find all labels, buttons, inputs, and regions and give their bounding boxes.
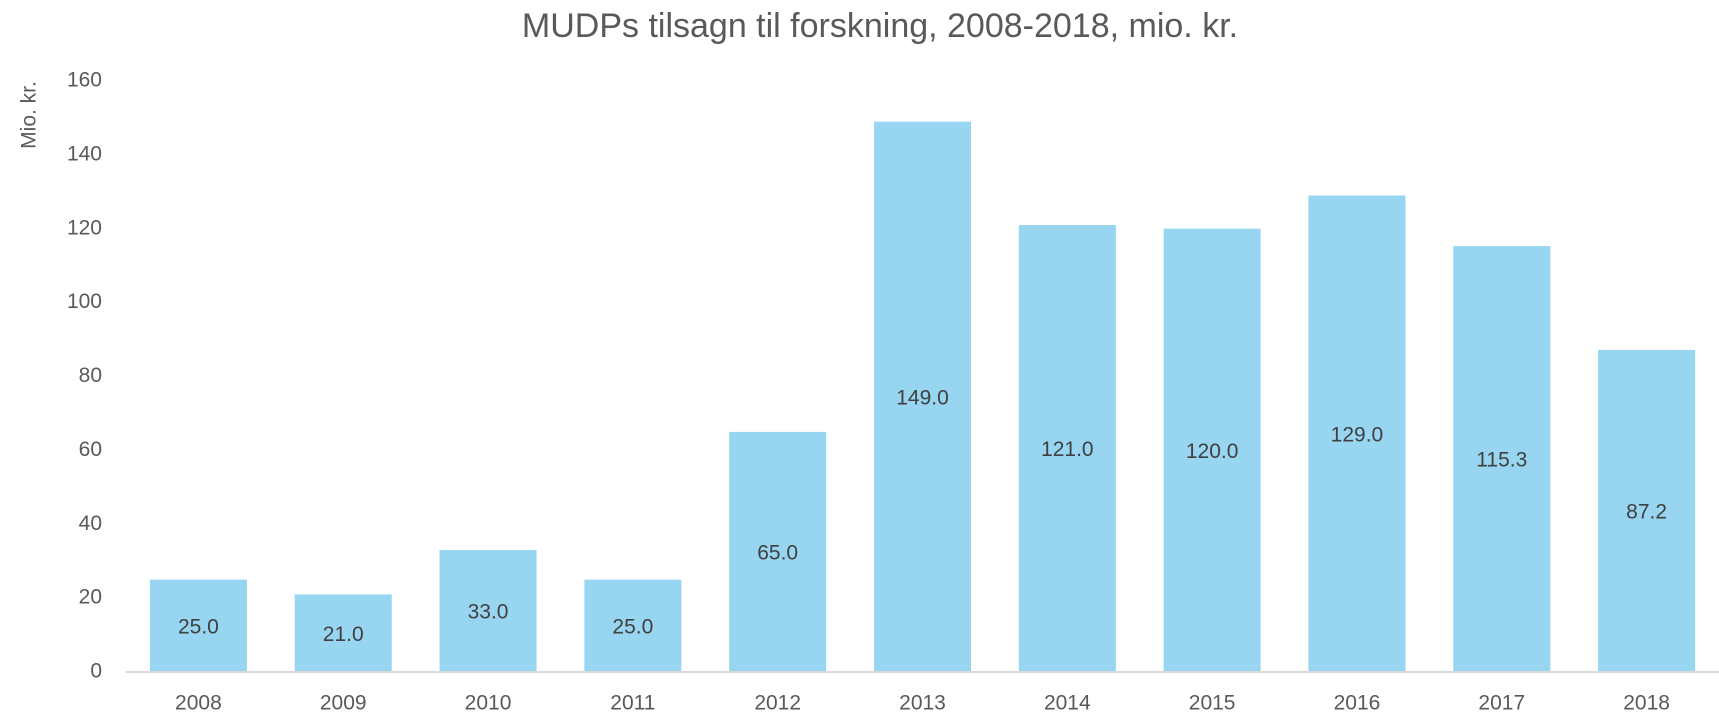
data-label: 121.0	[1041, 438, 1094, 461]
x-tick-label: 2016	[1334, 692, 1381, 715]
bar	[1163, 228, 1261, 672]
y-tick-label: 140	[67, 142, 102, 165]
y-tick-label: 20	[79, 586, 102, 609]
bar	[1453, 246, 1551, 672]
data-label: 21.0	[323, 623, 364, 646]
data-label: 33.0	[468, 601, 509, 624]
data-label: 25.0	[612, 615, 653, 638]
y-tick-label: 0	[90, 660, 102, 683]
y-axis-title: Mio. kr.	[18, 81, 41, 149]
y-tick-label: 160	[67, 69, 102, 92]
y-tick-label: 100	[67, 290, 102, 313]
data-label: 87.2	[1626, 500, 1667, 523]
x-tick-label: 2011	[610, 692, 655, 715]
data-label: 129.0	[1331, 423, 1384, 446]
data-label: 25.0	[178, 615, 219, 638]
bar	[873, 121, 972, 673]
x-tick-label: 2010	[465, 692, 512, 715]
x-tick-label: 2017	[1478, 692, 1525, 715]
x-tick-label: 2015	[1189, 692, 1236, 715]
x-tick-label: 2008	[175, 692, 222, 715]
bar	[1018, 225, 1116, 672]
bar	[149, 579, 247, 672]
bar	[1598, 349, 1696, 672]
x-tick-label: 2018	[1623, 692, 1670, 715]
data-label: 65.0	[757, 542, 798, 565]
bar	[1308, 195, 1406, 672]
bar	[294, 594, 392, 672]
y-tick-label: 40	[79, 512, 102, 535]
bar	[584, 579, 682, 672]
x-tick-label: 2012	[754, 692, 801, 715]
y-tick-label: 60	[79, 438, 102, 461]
data-label: 115.3	[1476, 449, 1527, 472]
x-tick-label: 2013	[899, 692, 946, 715]
data-label: 149.0	[896, 386, 949, 409]
data-label: 120.0	[1186, 440, 1239, 463]
y-tick-label: 80	[79, 364, 102, 387]
x-tick-label: 2009	[320, 692, 367, 715]
bar	[439, 550, 537, 672]
bar	[729, 431, 827, 672]
x-tick-label: 2014	[1044, 692, 1091, 715]
chart-title: MUDPs tilsagn til forskning, 2008-2018, …	[522, 7, 1238, 45]
y-tick-label: 120	[67, 216, 102, 239]
